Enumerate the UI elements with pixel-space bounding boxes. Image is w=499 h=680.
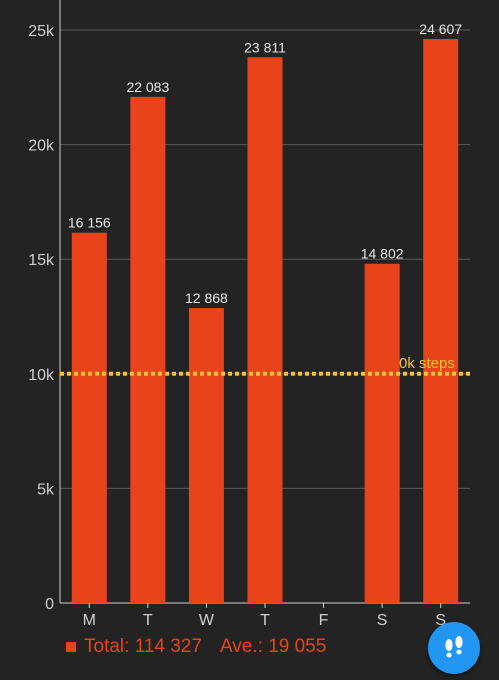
y-tick-label: 15k — [28, 252, 55, 269]
x-tick-label: T — [260, 612, 270, 629]
chart-footer: Total: 114 327 Ave.: 19 055 — [66, 636, 326, 658]
average-steps-label: Ave.: 19 055 — [219, 636, 327, 657]
y-tick-label: 25k — [28, 23, 55, 40]
x-tick-label: W — [199, 612, 215, 629]
bar — [71, 232, 107, 604]
total-steps-label: Total: 114 327 — [84, 636, 202, 657]
bar-value-label: 24 607 — [419, 21, 462, 37]
bar — [188, 308, 224, 603]
x-tick-label: T — [143, 612, 153, 629]
y-tick-label: 20k — [28, 138, 55, 155]
bar-value-label: 23 811 — [244, 39, 286, 55]
goal-label: 0k steps — [399, 355, 455, 372]
footsteps-fab-button[interactable] — [428, 622, 480, 674]
bar-value-label: 14 802 — [361, 246, 404, 262]
legend-swatch — [66, 642, 76, 652]
bar — [423, 39, 459, 603]
y-tick-label: 5k — [37, 481, 55, 498]
x-tick-label: S — [377, 612, 388, 629]
bar-value-label: 22 083 — [126, 79, 169, 95]
bar-value-label: 12 868 — [185, 290, 228, 306]
x-tick-label: S — [435, 612, 446, 629]
bar — [364, 263, 400, 603]
bar — [247, 57, 283, 603]
y-tick-label: 10k — [28, 367, 55, 384]
bar — [130, 96, 166, 604]
steps-bar-chart: 0 5k 10k 15k 20k 25k 16 156 M 22 083 T 12 868 W 23 8… — [28, 0, 470, 629]
y-tick-label: 0 — [45, 596, 54, 613]
footsteps-icon — [445, 636, 463, 658]
x-tick-label: M — [83, 612, 96, 629]
bar-value-label: 16 156 — [68, 215, 111, 231]
x-tick-label: F — [319, 612, 329, 629]
